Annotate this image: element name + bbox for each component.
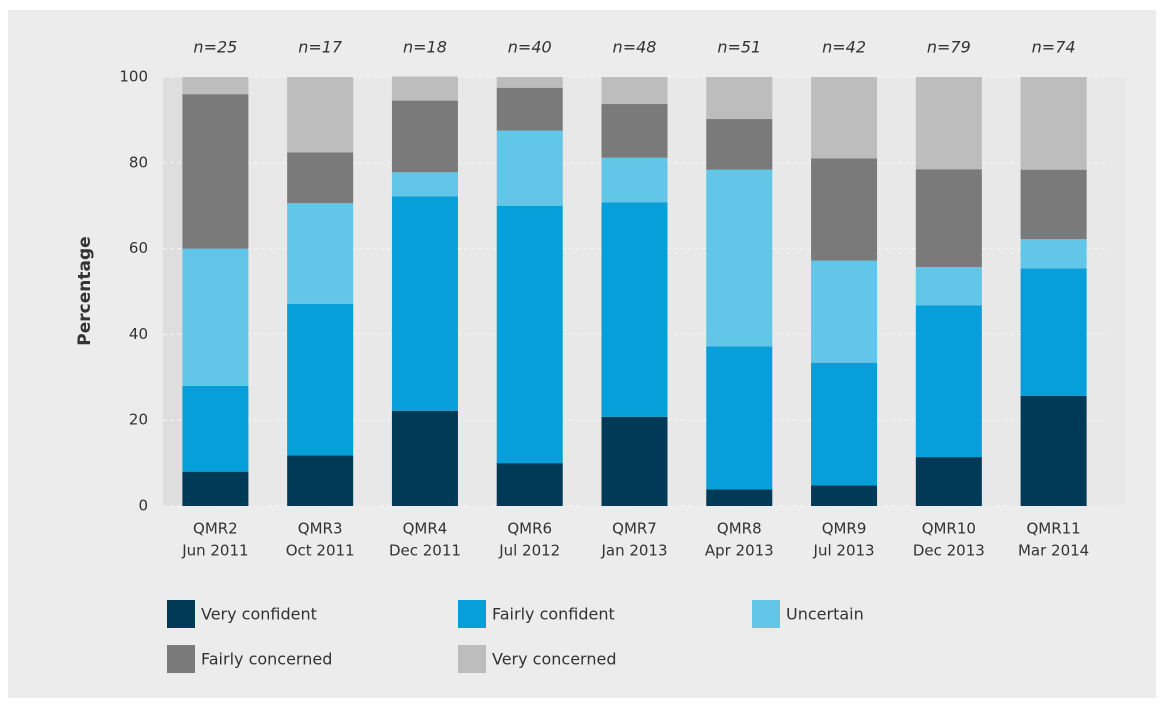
bar-segment <box>496 463 563 506</box>
bar-segment <box>811 260 878 363</box>
legend-label: Very confident <box>201 605 317 624</box>
y-axis-title: Percentage <box>75 236 95 345</box>
bar-segment <box>391 172 458 197</box>
bar-segment <box>601 202 668 417</box>
sample-size: n=74 <box>1032 38 1076 57</box>
band-gap <box>562 77 602 506</box>
x-tick-label: QMR4 <box>403 520 448 538</box>
x-tick-label: Dec 2011 <box>389 542 461 560</box>
band-gap <box>877 77 916 506</box>
sample-size: n=25 <box>193 38 237 57</box>
band-gap <box>248 77 288 506</box>
bar-segment <box>915 77 982 170</box>
bar-segment <box>182 248 249 386</box>
bar-segment <box>182 385 249 472</box>
legend-swatch <box>458 645 486 673</box>
x-tick-label: QMR6 <box>507 520 552 538</box>
x-tick-label: QMR8 <box>717 520 762 538</box>
x-tick-label: Mar 2014 <box>1018 542 1089 560</box>
y-tick-label: 80 <box>129 153 148 171</box>
bar-segment <box>601 104 668 158</box>
bar-segment <box>1020 169 1087 240</box>
bar-segment <box>811 77 878 159</box>
legend-swatch <box>167 645 195 673</box>
band-gap <box>981 77 1021 506</box>
legend-label: Fairly concerned <box>201 650 332 669</box>
band-gap <box>457 77 497 506</box>
band-gap <box>667 77 707 506</box>
sample-size: n=17 <box>298 38 343 57</box>
sample-size: n=51 <box>717 38 761 57</box>
x-tick-label: QMR9 <box>822 520 867 538</box>
bar-segment <box>811 485 878 506</box>
band-gap <box>772 77 812 506</box>
legend-label: Very concerned <box>492 650 616 669</box>
x-tick-label: Oct 2011 <box>286 542 355 560</box>
bar-segment <box>391 196 458 411</box>
y-tick-label: 60 <box>129 239 148 257</box>
sample-size: n=18 <box>403 38 447 57</box>
y-tick-label: 20 <box>129 411 148 429</box>
bar-segment <box>496 205 563 464</box>
bar-segment <box>1020 239 1087 269</box>
bar-segment <box>496 77 563 88</box>
x-tick-label: Jul 2012 <box>498 542 560 560</box>
bar-segment <box>391 76 458 101</box>
bar-segment <box>1020 268 1087 396</box>
bar-segment <box>287 77 354 153</box>
x-tick-label: QMR10 <box>922 520 976 538</box>
legend-label: Uncertain <box>786 605 864 624</box>
bar-segment <box>601 157 668 203</box>
bar-segment <box>1020 77 1087 170</box>
sample-size: n=48 <box>613 38 657 57</box>
sample-size: n=42 <box>822 38 866 57</box>
x-tick-label: QMR2 <box>193 520 238 538</box>
bar-segment <box>391 100 458 173</box>
bar-segment <box>287 455 354 506</box>
legend-swatch <box>458 600 486 628</box>
bar-segment <box>915 169 982 268</box>
x-tick-label: Dec 2013 <box>913 542 985 560</box>
x-tick-label: QMR3 <box>298 520 343 538</box>
y-tick-label: 100 <box>119 68 148 86</box>
bar-segment <box>287 152 354 204</box>
y-tick-label: 40 <box>129 325 148 343</box>
bar-segment <box>811 158 878 261</box>
band-gap <box>1086 77 1126 506</box>
bar-segment <box>496 87 563 131</box>
x-tick-label: Jan 2013 <box>600 542 667 560</box>
bar-segment <box>915 305 982 458</box>
bar-segment <box>811 362 878 486</box>
bar-segment <box>287 303 354 456</box>
bar-segment <box>601 416 668 506</box>
bar-segment <box>915 457 982 506</box>
bar-segment <box>601 77 668 105</box>
bar-segment <box>1020 395 1087 506</box>
legend-swatch <box>752 600 780 628</box>
bar-segment <box>287 203 354 304</box>
bar-segment <box>706 77 773 120</box>
band-gap <box>353 77 392 506</box>
x-tick-label: QMR7 <box>612 520 657 538</box>
bar-segment <box>182 471 249 506</box>
bar-segment <box>915 267 982 306</box>
x-tick-label: Jun 2011 <box>181 542 248 560</box>
x-tick-label: Apr 2013 <box>705 542 774 560</box>
bar-segment <box>182 77 249 95</box>
y-tick-label: 0 <box>138 497 148 515</box>
x-tick-label: Jul 2013 <box>813 542 875 560</box>
x-tick-label: QMR11 <box>1026 520 1080 538</box>
bar-segment <box>182 94 249 249</box>
sample-size: n=40 <box>508 38 552 57</box>
bar-segment <box>706 489 773 506</box>
bar-segment <box>706 119 773 170</box>
legend-swatch <box>167 600 195 628</box>
bar-segment <box>391 410 458 506</box>
bar-segment <box>706 346 773 490</box>
legend-label: Fairly confident <box>492 605 615 624</box>
bar-segment <box>706 169 773 347</box>
bar-segment <box>496 130 563 206</box>
sample-size: n=79 <box>927 38 971 57</box>
